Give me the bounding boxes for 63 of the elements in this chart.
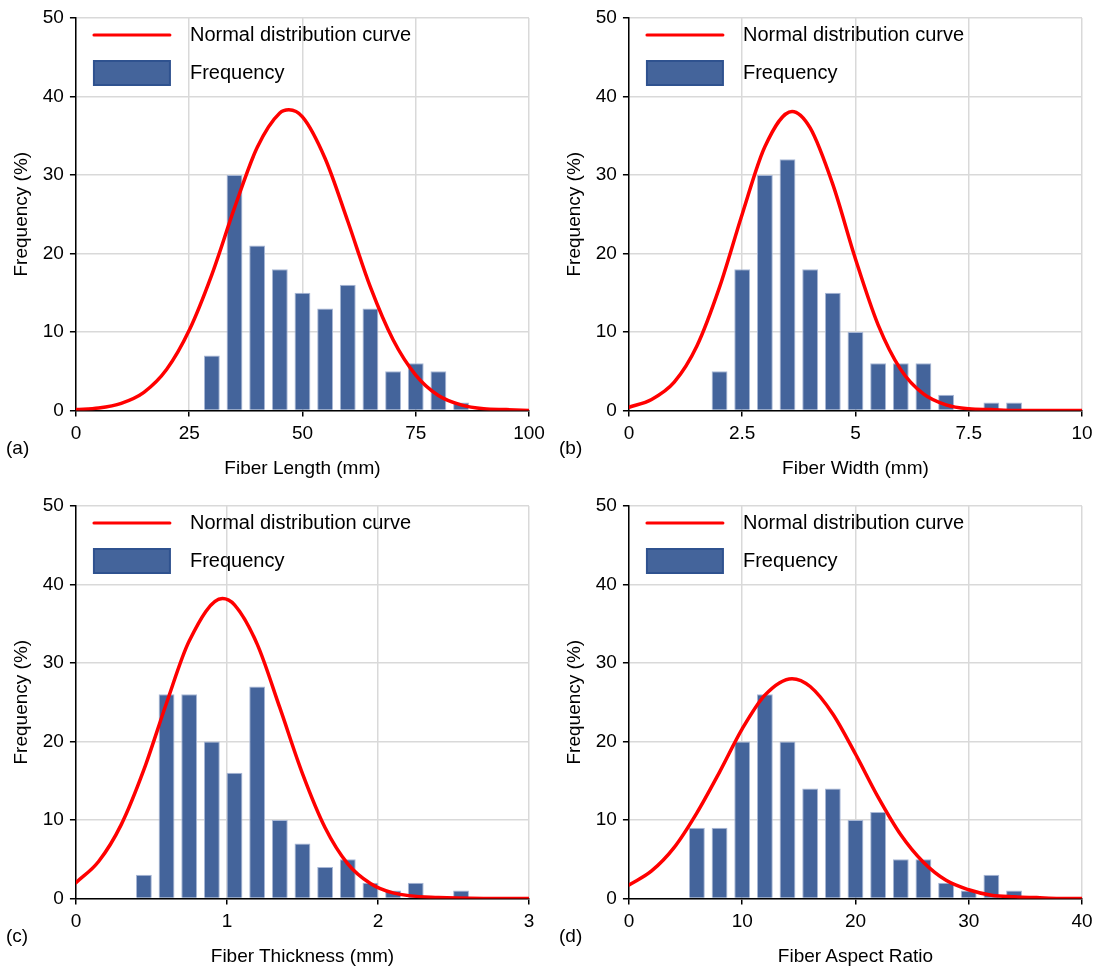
y-tick-label: 0	[606, 398, 617, 420]
y-tick-label: 50	[595, 494, 617, 516]
x-tick-label: 2.5	[728, 422, 756, 444]
y-tick-label: 30	[595, 651, 617, 673]
y-tick-label: 40	[595, 572, 617, 594]
y-tick-label: 0	[53, 886, 64, 908]
y-tick-label: 20	[595, 241, 617, 263]
y-tick-label: 40	[42, 84, 64, 106]
y-tick-label: 50	[42, 6, 64, 28]
y-tick-label: 10	[595, 808, 617, 830]
x-tick-label: 10	[731, 910, 753, 932]
text: (a)	[6, 436, 30, 458]
x-tick-label: 0	[70, 422, 82, 444]
x-tick-label: 0	[623, 910, 635, 932]
legend-label: Frequency	[742, 60, 838, 83]
y-tick-label: 0	[606, 886, 617, 908]
x-tick-label: 0	[623, 422, 635, 444]
y-tick-label: 30	[42, 651, 64, 673]
x-axis-title: Fiber Width (mm)	[782, 456, 929, 478]
x-tick-label: 50	[291, 422, 314, 444]
legend-label: Normal distribution curve	[189, 22, 412, 45]
legend-label: Frequency	[189, 548, 285, 571]
legend-label: Frequency	[189, 60, 285, 83]
legend-label: Normal distribution curve	[189, 510, 412, 533]
x-axis-title: Fiber Thickness (mm)	[210, 944, 395, 966]
x-tick-label: 7.5	[955, 422, 982, 444]
y-tick-label: 20	[42, 241, 64, 263]
x-tick-label: 10	[1071, 422, 1093, 444]
x-axis-title: Fiber Aspect Ratio	[777, 944, 934, 966]
y-tick-label: 40	[595, 84, 617, 106]
x-tick-label: 25	[178, 422, 200, 444]
y-axis-title: Frequency (%)	[562, 151, 584, 277]
text: (b)	[559, 436, 583, 458]
y-tick-label: 20	[42, 729, 64, 751]
legend-label: Normal distribution curve	[742, 22, 965, 45]
x-axis-title: Fiber Length (mm)	[224, 456, 381, 478]
y-axis-title: Frequency (%)	[9, 639, 31, 765]
x-tick-label: 40	[1071, 910, 1093, 932]
y-axis-title: Frequency (%)	[562, 639, 584, 765]
y-tick-label: 30	[42, 163, 64, 185]
y-axis-title: Frequency (%)	[9, 151, 31, 277]
text: (d)	[559, 924, 583, 946]
legend-label: Normal distribution curve	[742, 510, 965, 533]
x-tick-label: 5	[850, 422, 861, 444]
x-tick-label: 1	[221, 910, 233, 932]
x-tick-label: 75	[405, 422, 427, 444]
x-tick-label: 20	[844, 910, 867, 932]
text: (c)	[6, 924, 29, 946]
y-tick-label: 0	[53, 398, 64, 420]
x-tick-label: 0	[70, 910, 82, 932]
x-tick-label: 3	[523, 910, 535, 932]
y-tick-label: 20	[595, 729, 617, 751]
y-tick-label: 40	[42, 572, 64, 594]
legend-label: Frequency	[742, 548, 838, 571]
x-tick-label: 30	[958, 910, 980, 932]
x-tick-label: 2	[372, 910, 384, 932]
y-tick-label: 50	[595, 6, 617, 28]
y-tick-label: 10	[42, 320, 64, 342]
y-tick-label: 50	[42, 494, 64, 516]
y-tick-label: 10	[42, 808, 64, 830]
y-tick-label: 10	[595, 320, 617, 342]
x-tick-label: 100	[513, 422, 545, 444]
y-tick-label: 30	[595, 163, 617, 185]
